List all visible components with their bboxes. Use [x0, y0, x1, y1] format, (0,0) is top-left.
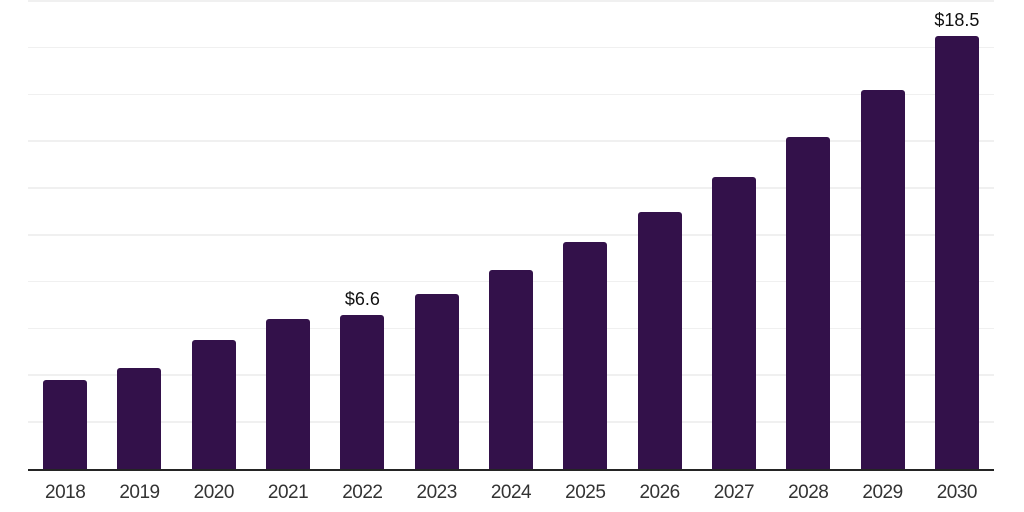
x-tick-2026: 2026 — [639, 482, 680, 503]
gridline-20 — [28, 0, 994, 2]
gridline-18 — [28, 46, 994, 49]
bar-2025 — [563, 242, 608, 469]
bar-2021 — [266, 319, 311, 469]
value-label-2030: $18.5 — [934, 10, 980, 31]
bar-2028 — [786, 136, 831, 469]
gridline-10 — [28, 234, 994, 236]
plot-area: $6.6 $18.5 — [28, 0, 994, 471]
bar-2022 — [340, 314, 385, 469]
x-tick-2029: 2029 — [862, 482, 903, 503]
x-tick-2023: 2023 — [416, 482, 458, 503]
x-tick-2028: 2028 — [788, 482, 829, 503]
gridline-16 — [28, 93, 994, 96]
x-tick-2024: 2024 — [490, 482, 532, 503]
x-tick-2021: 2021 — [267, 482, 309, 503]
x-tick-2030: 2030 — [936, 482, 978, 503]
bar-2027 — [711, 176, 756, 469]
x-tick-2019: 2019 — [119, 482, 160, 503]
x-axis-labels: 2018 2019 2020 2021 2022 2023 2024 2025 2026 2027… — [28, 483, 994, 503]
x-tick-2027: 2027 — [713, 482, 755, 503]
gridline-12 — [28, 187, 994, 189]
value-label-2022: $6.6 — [344, 288, 380, 309]
bar-2020 — [191, 340, 236, 469]
bar-2018 — [43, 380, 88, 469]
bar-2019 — [117, 368, 162, 469]
bar-2029 — [860, 89, 905, 469]
x-tick-2018: 2018 — [45, 482, 86, 503]
gridline-14 — [28, 140, 994, 142]
bar-2030 — [934, 36, 979, 469]
bar-2023 — [414, 293, 459, 469]
x-tick-2022: 2022 — [342, 482, 383, 503]
bar-2024 — [489, 270, 533, 469]
x-tick-2025: 2025 — [565, 482, 606, 503]
bar-2026 — [637, 211, 682, 469]
x-tick-2020: 2020 — [193, 482, 235, 503]
